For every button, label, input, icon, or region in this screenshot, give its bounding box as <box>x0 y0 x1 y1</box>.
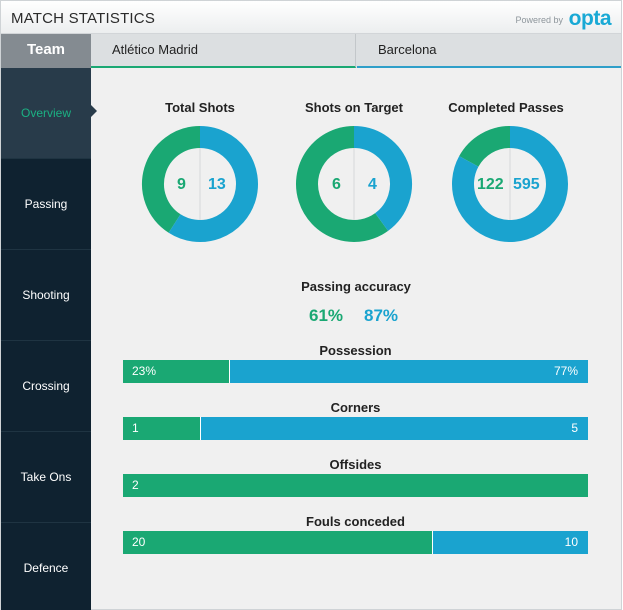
shots-on-target-team-b-value: 4 <box>368 176 377 193</box>
shots-on-target-title: Shots on Target <box>305 100 403 115</box>
team-a-name: Atlético Madrid <box>91 34 356 68</box>
sidebar-item-defence[interactable]: Defence <box>1 523 91 610</box>
total-shots-team-a-value: 9 <box>177 176 186 193</box>
offsides-team-a-fill <box>123 474 588 497</box>
team-row: Team Atlético Madrid Barcelona <box>1 34 621 68</box>
passing-accuracy-team-b: 87% <box>364 306 399 325</box>
completed-passes-team-a-value: 122 <box>477 176 504 193</box>
sidebar-item-crossing[interactable]: Crossing <box>1 341 91 432</box>
possession-title: Possession <box>319 343 392 358</box>
fouls-conceded-bar: 20 10 <box>123 531 588 554</box>
sidebar-nav: Overview Passing Shooting Crossing Take … <box>1 68 97 610</box>
passing-accuracy-team-a: 61% <box>309 306 344 325</box>
donut-slice-team-a <box>296 126 389 242</box>
sidebar-item-label: Overview <box>20 106 71 120</box>
possession-team-b-label: 77% <box>553 364 578 378</box>
total-shots-team-b-value: 13 <box>208 176 226 193</box>
offsides-title: Offsides <box>329 457 382 472</box>
offsides-team-a-label: 2 <box>132 478 139 492</box>
possession-team-a-label: 23% <box>132 364 157 378</box>
possession-divider <box>229 360 230 383</box>
sidebar-item-label: Defence <box>23 561 69 575</box>
team-b-name: Barcelona <box>357 34 621 68</box>
total-shots-donut <box>142 126 258 242</box>
sidebar-item-take-ons[interactable]: Take Ons <box>1 432 91 523</box>
sidebar-item-overview[interactable]: Overview <box>1 68 97 159</box>
sidebar-item-label: Crossing <box>22 379 70 393</box>
corners-team-a-fill <box>123 417 201 440</box>
donut-slice-team-b <box>353 126 412 231</box>
offsides-bar: 2 <box>123 474 588 497</box>
donut-slice-team-b <box>168 126 258 242</box>
corners-team-b-label: 5 <box>571 421 578 435</box>
corners-divider <box>200 417 201 440</box>
shots-on-target-donut <box>296 126 412 242</box>
completed-passes-donut <box>452 126 568 242</box>
donut-slice-team-a <box>459 126 511 168</box>
sidebar-item-label: Take Ons <box>20 470 72 484</box>
completed-passes-team-b-value: 595 <box>513 176 540 193</box>
fouls-conceded-divider <box>432 531 433 554</box>
donut-slice-team-a <box>142 126 201 233</box>
fouls-conceded-team-b-label: 10 <box>564 535 578 549</box>
corners-team-a-label: 1 <box>132 421 139 435</box>
possession-bar: 23% 77% <box>123 360 588 383</box>
sidebar-item-shooting[interactable]: Shooting <box>1 250 91 341</box>
opta-logo[interactable]: opta <box>568 7 612 30</box>
shots-on-target-team-a-value: 6 <box>332 176 341 193</box>
completed-passes-title: Completed Passes <box>448 100 564 115</box>
sidebar-item-label: Shooting <box>22 288 70 302</box>
team-label: Team <box>1 34 91 68</box>
passing-accuracy-title: Passing accuracy <box>301 279 411 294</box>
possession-team-a-fill <box>123 360 230 383</box>
powered-by-text: Powered by <box>515 15 563 25</box>
fouls-conceded-team-a-label: 20 <box>132 535 146 549</box>
donut-slice-team-b <box>452 126 568 242</box>
corners-title: Corners <box>330 400 381 415</box>
sidebar-item-passing[interactable]: Passing <box>1 159 91 250</box>
total-shots-title: Total Shots <box>165 100 235 115</box>
corners-bar: 1 5 <box>123 417 588 440</box>
fouls-conceded-title: Fouls conceded <box>306 514 405 529</box>
fouls-conceded-team-a-fill <box>123 531 433 554</box>
widget-title: MATCH STATISTICS <box>11 10 156 27</box>
sidebar-item-label: Passing <box>24 197 68 211</box>
widget-header: MATCH STATISTICS Powered by opta <box>1 1 621 34</box>
